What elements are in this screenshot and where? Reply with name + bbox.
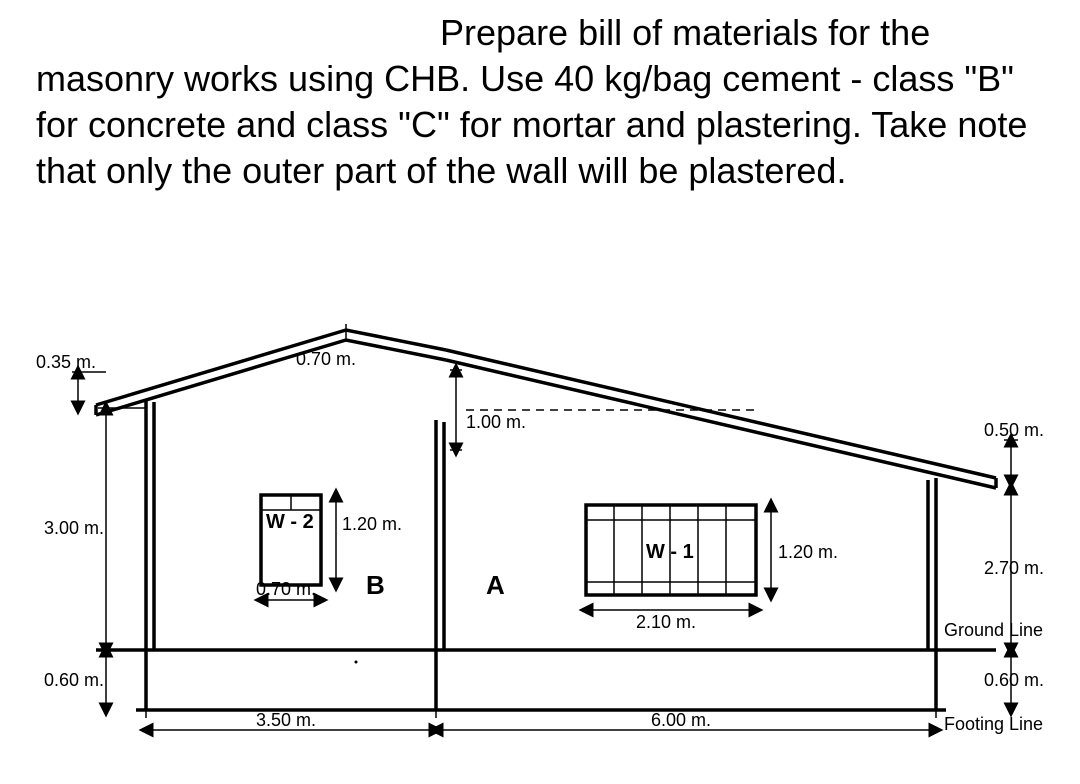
dim-1m-label: 1.00 m. (466, 412, 526, 432)
diagram-svg: 0.35 m. 0.70 m. 1.00 m. 0.50 m. 3.00 m. … (36, 310, 1044, 750)
dim-3m-label: 3.00 m. (44, 518, 104, 538)
section-b-label: B (366, 570, 385, 600)
elevation-diagram: 0.35 m. 0.70 m. 1.00 m. 0.50 m. 3.00 m. … (36, 310, 1044, 750)
window-w1-label: W - 1 (646, 541, 694, 563)
window-w2-label: W - 2 (266, 511, 314, 533)
problem-statement: Prepare bill of materials for the masonr… (36, 10, 1044, 194)
dim-right-eave-label: 0.50 m. (984, 420, 1044, 440)
dim-w2-h-label: 1.20 m. (342, 514, 402, 534)
dim-left-eave-label: 0.35 m. (36, 352, 96, 372)
speck (355, 661, 358, 664)
problem-text: Prepare bill of materials for the masonr… (36, 10, 1044, 194)
roof-left-top (96, 330, 446, 405)
ground-line-label: Ground Line (944, 620, 1043, 640)
roof-right-top (446, 350, 996, 478)
dim-w2-w-label: 0.70 m. (256, 579, 316, 599)
dim-0.6-left-label: 0.60 m. (44, 670, 104, 690)
dim-3.5m-label: 3.50 m. (256, 710, 316, 730)
dim-ridge-label: 0.70 m. (296, 349, 356, 369)
dim-6m-label: 6.00 m. (651, 710, 711, 730)
roof-right-bot (446, 360, 996, 488)
dim-w1-h-label: 1.20 m. (778, 542, 838, 562)
dim-w1-w-label: 2.10 m. (636, 612, 696, 632)
footing-line-label: Footing Line (944, 714, 1043, 734)
dim-2.7m-label: 2.70 m. (984, 558, 1044, 578)
section-a-label: A (486, 570, 505, 600)
dim-0.6-right-label: 0.60 m. (984, 670, 1044, 690)
